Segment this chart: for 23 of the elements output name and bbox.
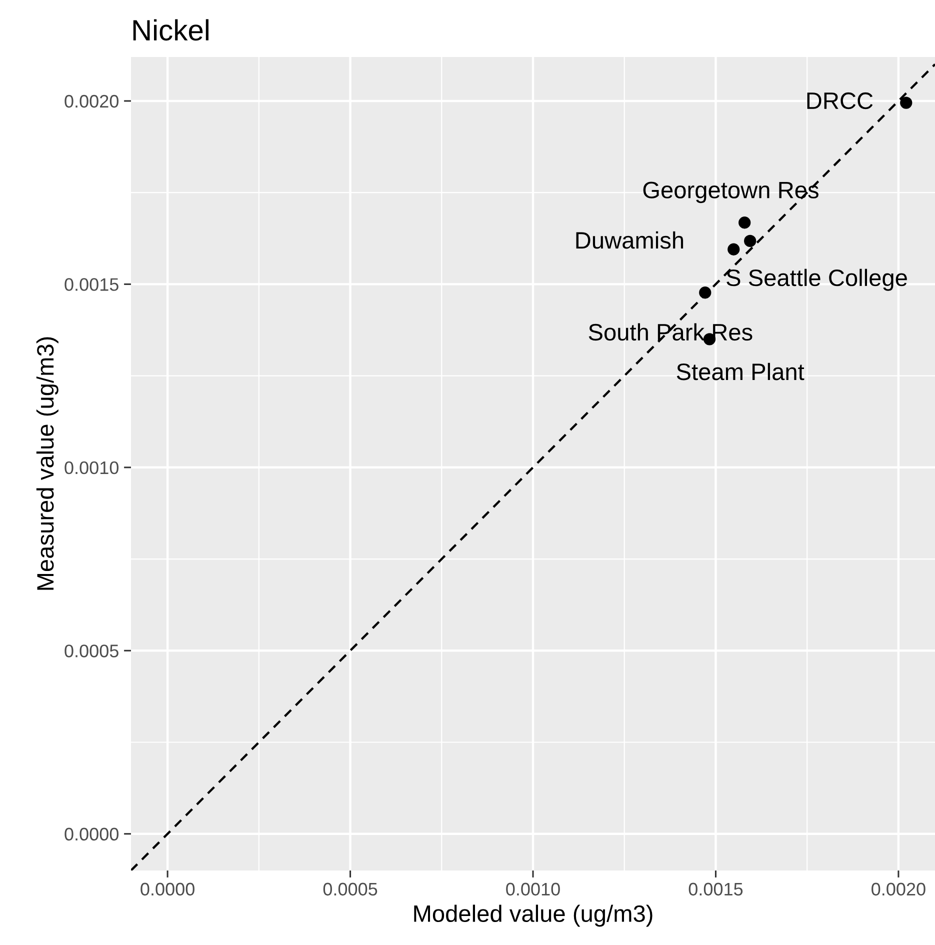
annotation: South Park Res — [588, 323, 752, 341]
y-tick-label: 0.0005 — [64, 644, 118, 658]
annotation: Duwamish — [576, 231, 684, 249]
point — [699, 286, 712, 299]
y-tick-label: 0.0000 — [64, 828, 118, 841]
x-tick-label: 0.0020 — [872, 882, 926, 896]
x-tick-label: 0.0005 — [323, 882, 378, 896]
point — [728, 243, 740, 256]
annotation: DRCC — [807, 92, 873, 110]
point — [738, 216, 751, 229]
annotation: Georgetown Res — [643, 182, 818, 204]
point — [744, 234, 756, 248]
x-axis-title: Modeled value (ug/m3) — [414, 904, 652, 927]
y-tick-label: 0.0020 — [64, 94, 118, 108]
y-tick-label: 0.0015 — [64, 278, 118, 291]
annotation: Steam Plant — [676, 362, 804, 380]
x-tick-label: 0.0015 — [688, 882, 743, 896]
x-tick-label: 0.0000 — [140, 882, 194, 896]
chart-title: Nickel — [133, 19, 208, 41]
y-tick-label: 0.0010 — [64, 461, 118, 474]
point — [900, 96, 912, 109]
y-axis-title: Measured value (ug/m3) — [36, 337, 58, 590]
x-tick-label: 0.0010 — [506, 882, 560, 896]
